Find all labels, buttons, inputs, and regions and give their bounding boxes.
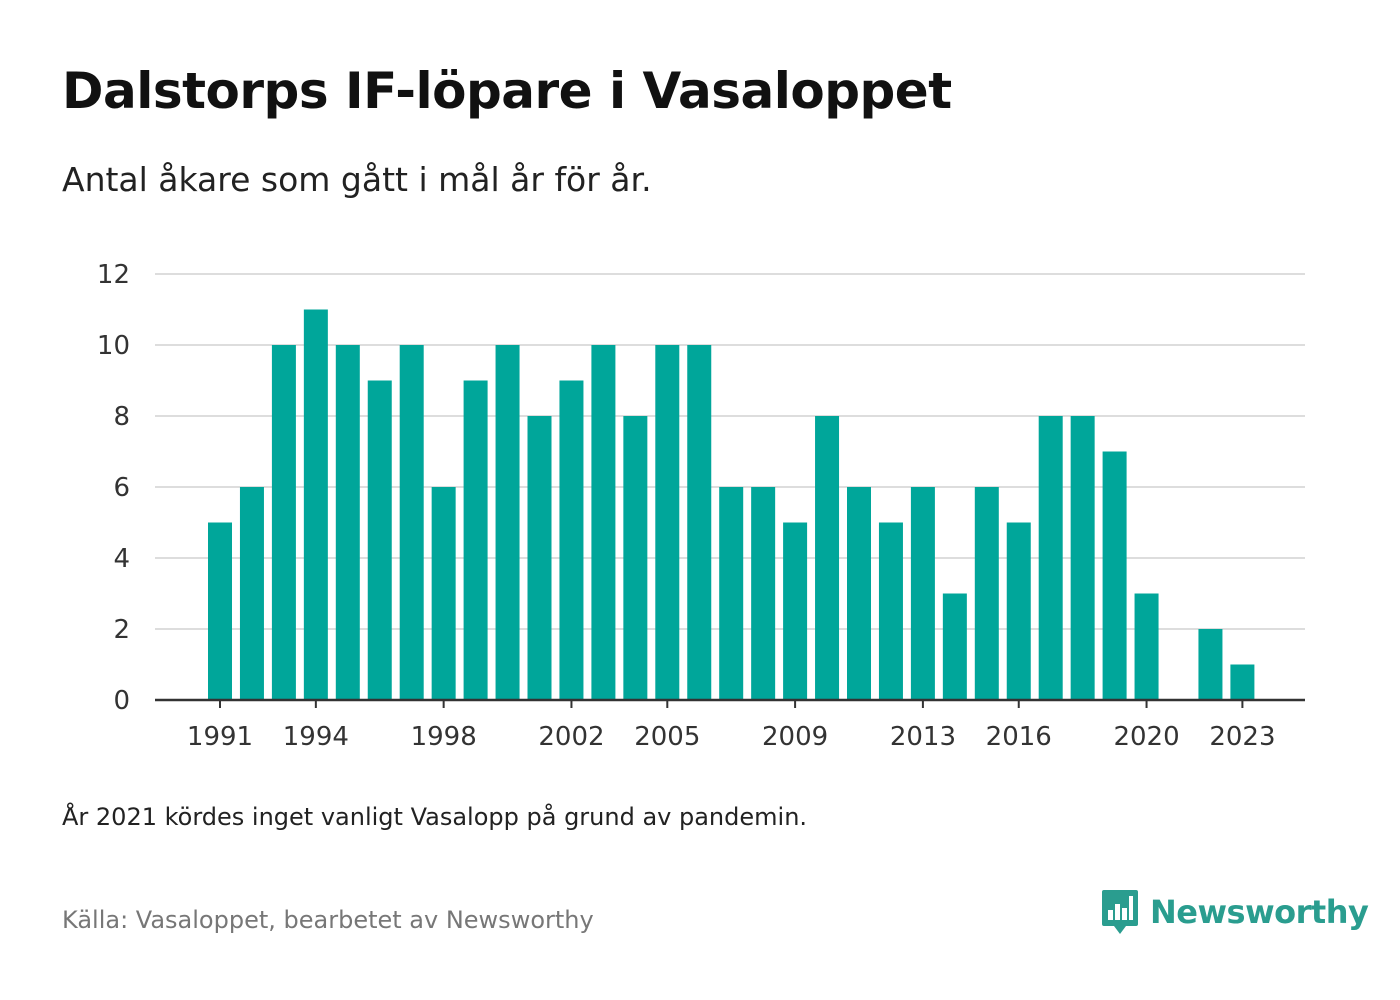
bar-1996 (367, 380, 392, 700)
y-tick-label: 0 (113, 686, 130, 716)
bar-2005 (655, 345, 680, 700)
bar-2016 (1006, 522, 1031, 700)
x-tick-label: 2020 (1113, 722, 1179, 752)
bar-2000 (495, 345, 520, 700)
y-tick-label: 12 (97, 260, 130, 290)
y-axis-ticks: 0 2 4 6 8 10 12 (97, 260, 130, 716)
x-tick-label: 2016 (986, 722, 1052, 752)
bar-2003 (591, 345, 616, 700)
bar-2017 (1038, 416, 1063, 700)
x-axis-ticks: 1991 1994 1998 2002 2005 2009 2013 2016 2020 2023 (187, 700, 1275, 752)
bar-chart: 0 2 4 6 8 10 12 1991 1994 1998 2002 2005 2009 2013 20… (97, 260, 1305, 752)
x-tick-label: 1994 (283, 722, 349, 752)
x-tick-label: 1991 (187, 722, 253, 752)
bar-1995 (335, 345, 360, 700)
x-tick-label: 2009 (762, 722, 828, 752)
bar-2022 (1198, 629, 1223, 700)
bar-1997 (399, 345, 424, 700)
bar-2018 (1070, 416, 1095, 700)
bar-2008 (751, 487, 776, 700)
bar-2019 (1102, 451, 1127, 700)
bar-2013 (910, 487, 935, 700)
bar-2020 (1134, 593, 1159, 700)
y-tick-label: 8 (113, 402, 130, 432)
newsworthy-bar-chart-icon (1102, 890, 1138, 934)
y-tick-label: 2 (113, 615, 130, 645)
chart-subtitle: Antal åkare som gått i mål år för år. (62, 160, 652, 199)
y-tick-label: 6 (113, 473, 130, 503)
bar-2012 (878, 522, 903, 700)
bar-1991 (208, 522, 232, 700)
bar-2014 (942, 593, 967, 700)
logo-text: Newsworthy (1150, 893, 1369, 931)
bar-2015 (974, 487, 999, 700)
x-tick-label: 2023 (1209, 722, 1275, 752)
bar-2009 (783, 522, 808, 700)
bar-2002 (559, 380, 584, 700)
chart-title: Dalstorps IF-löpare i Vasaloppet (62, 62, 952, 120)
newsworthy-logo: Newsworthy (1100, 888, 1369, 936)
bar-2023 (1230, 664, 1255, 700)
x-tick-label: 2013 (890, 722, 956, 752)
y-tick-label: 4 (113, 544, 130, 574)
source-credit: Källa: Vasaloppet, bearbetet av Newswort… (62, 906, 594, 934)
bar-2001 (527, 416, 552, 700)
bar-2010 (815, 416, 840, 700)
bar-2007 (719, 487, 744, 700)
bar-1993 (271, 345, 296, 700)
bar-2004 (623, 416, 648, 700)
bars (208, 309, 1255, 700)
y-tick-label: 10 (97, 331, 130, 361)
bar-1992 (239, 487, 264, 700)
bar-1998 (431, 487, 456, 700)
footnote: År 2021 kördes inget vanligt Vasalopp på… (62, 803, 808, 831)
bar-2011 (847, 487, 871, 700)
bar-2006 (687, 345, 712, 700)
x-tick-label: 2002 (538, 722, 604, 752)
bar-1999 (463, 380, 488, 700)
x-tick-label: 1998 (411, 722, 477, 752)
x-tick-label: 2005 (634, 722, 700, 752)
bar-1994 (303, 309, 328, 700)
